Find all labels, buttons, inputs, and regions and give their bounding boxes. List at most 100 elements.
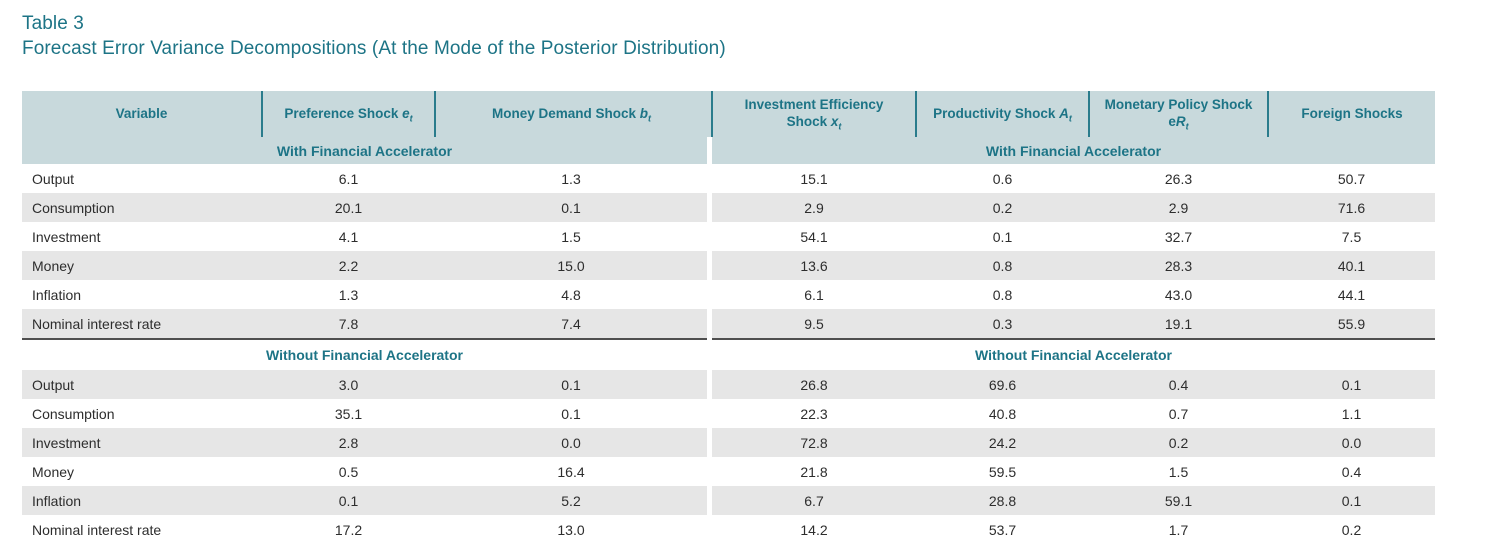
value-cell: 7.5 [1268,222,1435,252]
value-cell: 0.4 [1268,457,1435,487]
shock-subscript: t [1068,113,1072,124]
value-cell: 13.0 [435,515,707,545]
value-cell: 6.7 [712,486,916,516]
shock-symbol: b [639,105,649,121]
value-cell: 4.8 [435,280,707,310]
value-cell: 53.7 [916,515,1089,545]
shock-subscript: t [838,121,842,132]
value-cell: 0.1 [1268,486,1435,516]
variable-cell: Consumption [22,193,262,223]
value-cell: 16.4 [435,457,707,487]
column-gap [707,91,712,138]
variable-cell: Inflation [22,280,262,310]
value-cell: 26.8 [712,370,916,400]
shock-subscript: t [1185,121,1189,132]
variable-cell: Money [22,457,262,487]
column-gap [707,428,712,458]
value-cell: 0.5 [262,457,435,487]
value-cell: 13.6 [712,251,916,281]
col-header-label: Money Demand Shock [491,105,640,121]
shock-symbol: e [402,105,410,121]
shock-symbol: R [1175,114,1186,130]
col-header-preference-shock: Preference Shock et [261,91,435,138]
value-cell: 28.8 [916,486,1089,516]
value-cell: 7.4 [435,309,707,340]
table-row: Consumption 20.1 0.1 2.9 0.2 2.9 71.6 [22,193,1435,223]
value-cell: 0.2 [916,193,1089,223]
value-cell: 4.1 [262,222,435,252]
section-banner-row: Without Financial Accelerator Without Fi… [22,338,1435,371]
table-row: Consumption 35.1 0.1 22.3 40.8 0.7 1.1 [22,399,1435,429]
value-cell: 0.3 [916,309,1089,340]
value-cell: 59.5 [916,457,1089,487]
value-cell: 5.2 [435,486,707,516]
value-cell: 2.2 [262,251,435,281]
value-cell: 15.0 [435,251,707,281]
column-gap [707,137,712,165]
table-row: Inflation 0.1 5.2 6.7 28.8 59.1 0.1 [22,486,1435,516]
value-cell: 0.1 [1268,370,1435,400]
table-caption: Table 3 Forecast Error Variance Decompos… [0,0,1500,61]
value-cell: 0.1 [435,399,707,429]
section-banner-right: Without Financial Accelerator [712,338,1435,371]
table-row: Output 6.1 1.3 15.1 0.6 26.3 50.7 [22,164,1435,194]
table-row: Money 2.2 15.0 13.6 0.8 28.3 40.1 [22,251,1435,281]
col-header-label: Foreign Shocks [1301,105,1403,121]
value-cell: 0.8 [916,280,1089,310]
table-number: Table 3 [22,13,84,34]
variable-cell: Investment [22,428,262,458]
variable-cell: Investment [22,222,262,252]
variable-cell: Nominal interest rate [22,515,262,545]
value-cell: 0.1 [262,486,435,516]
value-cell: 1.5 [435,222,707,252]
value-cell: 43.0 [1089,280,1268,310]
value-cell: 28.3 [1089,251,1268,281]
value-cell: 55.9 [1268,309,1435,340]
variable-cell: Nominal interest rate [22,309,262,340]
col-header-monetary-policy-shock: Monetary Policy Shock eRt [1088,91,1268,138]
value-cell: 59.1 [1089,486,1268,516]
variable-cell: Output [22,370,262,400]
section-banner-left: With Financial Accelerator [22,137,707,165]
value-cell: 0.1 [435,370,707,400]
column-gap [707,193,712,223]
value-cell: 2.9 [1089,193,1268,223]
col-header-productivity-shock: Productivity Shock At [915,91,1089,138]
column-gap [707,280,712,310]
value-cell: 44.1 [1268,280,1435,310]
value-cell: 19.1 [1089,309,1268,340]
table-row: Inflation 1.3 4.8 6.1 0.8 43.0 44.1 [22,280,1435,310]
table-row: Investment 4.1 1.5 54.1 0.1 32.7 7.5 [22,222,1435,252]
column-gap [707,399,712,429]
section-banner-right: With Financial Accelerator [712,137,1435,165]
value-cell: 26.3 [1089,164,1268,194]
table-row: Money 0.5 16.4 21.8 59.5 1.5 0.4 [22,457,1435,487]
value-cell: 22.3 [712,399,916,429]
col-header-investment-efficiency-shock: Investment Efficiency Shock xt [711,91,916,138]
value-cell: 72.8 [712,428,916,458]
column-gap [707,309,712,340]
value-cell: 0.0 [1268,428,1435,458]
value-cell: 50.7 [1268,164,1435,194]
value-cell: 2.8 [262,428,435,458]
column-gap [707,164,712,194]
value-cell: 54.1 [712,222,916,252]
table-row: Output 3.0 0.1 26.8 69.6 0.4 0.1 [22,370,1435,400]
column-gap [707,222,712,252]
value-cell: 40.1 [1268,251,1435,281]
value-cell: 1.5 [1089,457,1268,487]
variable-cell: Consumption [22,399,262,429]
value-cell: 0.1 [916,222,1089,252]
variable-cell: Output [22,164,262,194]
fevd-table: Variable Preference Shock et Money Deman… [22,91,1435,545]
col-header-variable: Variable [22,91,262,138]
col-header-label: Preference Shock [284,105,403,121]
table-row: Nominal interest rate 17.2 13.0 14.2 53.… [22,515,1435,545]
column-gap [707,339,712,371]
value-cell: 0.6 [916,164,1089,194]
section-banner-left: Without Financial Accelerator [22,338,707,371]
value-cell: 0.2 [1268,515,1435,545]
shock-symbol: A [1059,105,1069,121]
section-banner-row: With Financial Accelerator With Financia… [22,137,1435,165]
